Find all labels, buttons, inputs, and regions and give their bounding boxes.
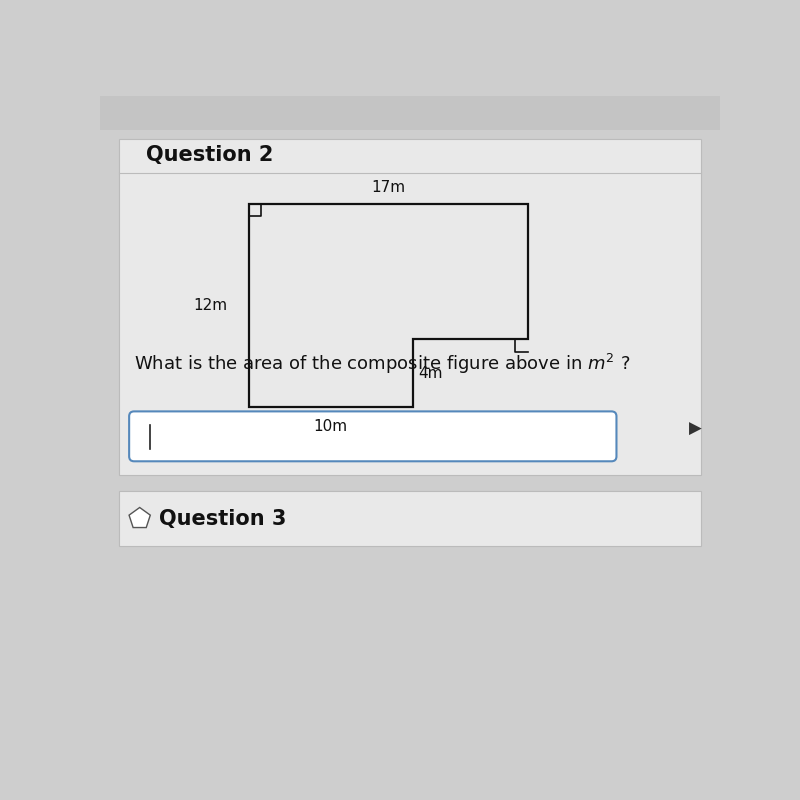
Text: What is the area of the composite figure above in $m^2$ ?: What is the area of the composite figure…: [134, 352, 630, 376]
Text: Question 2: Question 2: [146, 145, 274, 165]
Text: 4m: 4m: [418, 366, 442, 381]
Text: 17m: 17m: [371, 179, 406, 194]
Text: ▶: ▶: [689, 420, 702, 438]
Text: 12m: 12m: [193, 298, 227, 313]
Bar: [118, 139, 702, 475]
Bar: [100, 96, 720, 130]
FancyBboxPatch shape: [129, 411, 617, 462]
Text: Question 3: Question 3: [159, 509, 286, 529]
Text: 10m: 10m: [314, 419, 348, 434]
Bar: [118, 491, 702, 546]
